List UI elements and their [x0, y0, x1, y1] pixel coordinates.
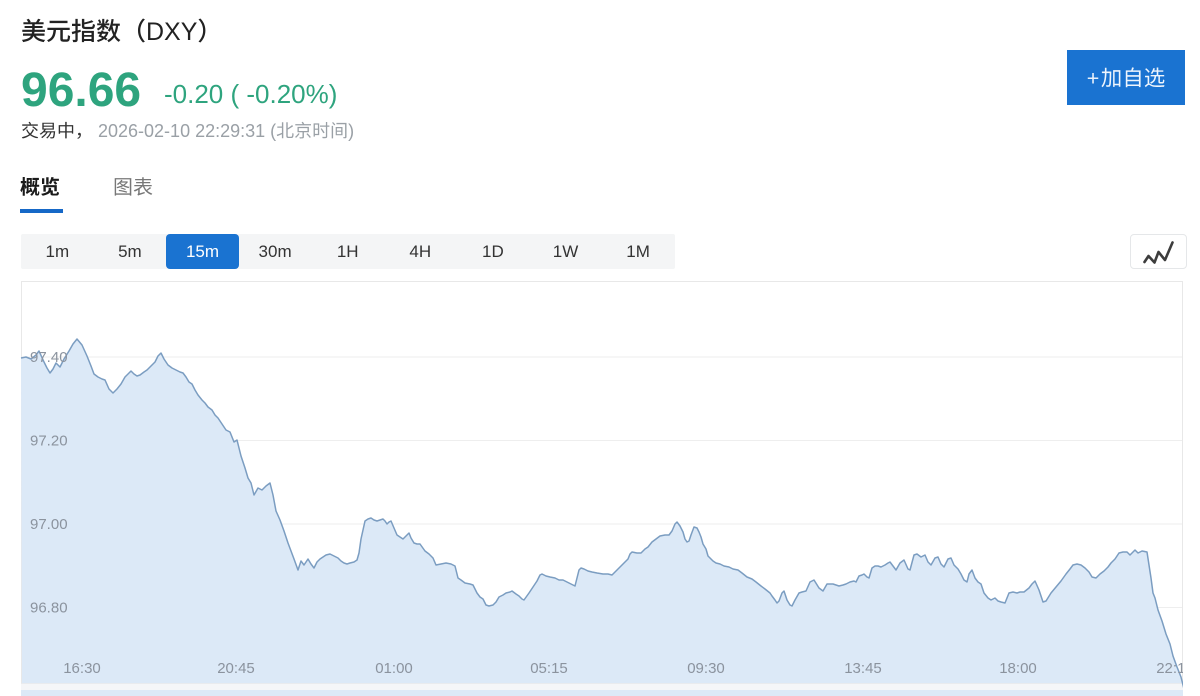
svg-text:DXY: DXY	[146, 18, 198, 46]
svg-text:13:45: 13:45	[844, 660, 882, 677]
svg-text:18:00: 18:00	[999, 660, 1037, 677]
svg-text:16:30: 16:30	[63, 660, 101, 677]
svg-text:+: +	[1087, 67, 1100, 91]
svg-text:22:15: 22:15	[1156, 660, 1183, 677]
svg-text:97.20: 97.20	[30, 433, 68, 450]
svg-text:09:30: 09:30	[687, 660, 725, 677]
svg-text:97.00: 97.00	[30, 516, 68, 533]
svg-text:2026-02-10 22:29:31 (: 2026-02-10 22:29:31 (	[98, 121, 276, 141]
svg-text:01:00: 01:00	[375, 660, 413, 677]
svg-text:97.40: 97.40	[30, 349, 68, 366]
svg-text:): )	[348, 121, 354, 141]
svg-text:20:45: 20:45	[217, 660, 255, 677]
svg-text:05:15: 05:15	[530, 660, 568, 677]
svg-text:96.80: 96.80	[30, 600, 68, 617]
